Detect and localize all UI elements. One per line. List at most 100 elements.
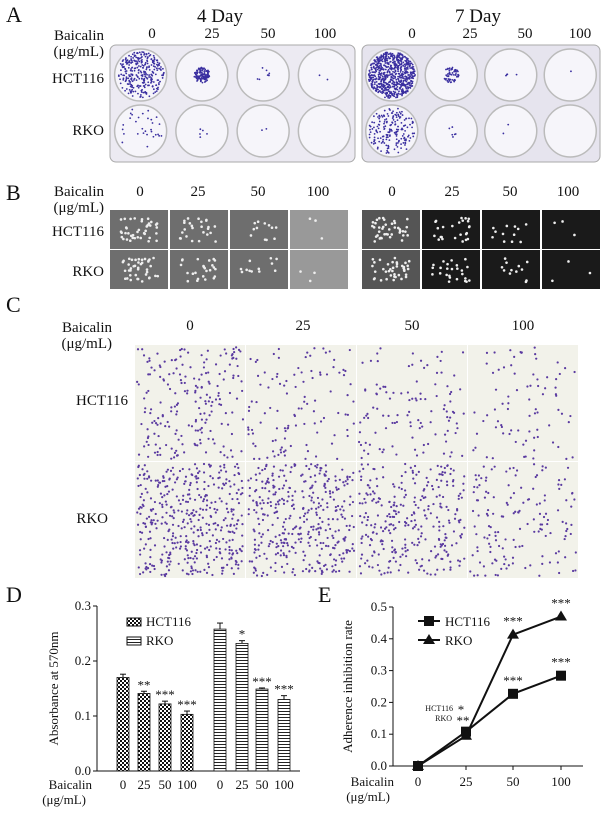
micrograph (362, 210, 420, 249)
point-hct116-100 (556, 670, 566, 681)
well (236, 48, 290, 102)
significance-mark: * (239, 627, 246, 642)
dose-label: 50 (518, 26, 533, 42)
point-rko-0 (412, 760, 424, 770)
y-tick-label: 0.3 (371, 663, 387, 678)
bar-rko-50 (255, 688, 269, 772)
y-tick-label: 0.0 (371, 758, 387, 773)
micrograph (422, 210, 480, 249)
dose-label: 25 (296, 318, 311, 334)
dose-label: 100 (557, 184, 580, 200)
bar-hct116-50 (158, 703, 172, 772)
row-label-rko-c: RKO (76, 511, 108, 527)
y-axis-title: Absorbance at 570nm (46, 631, 61, 745)
legend-marker (424, 616, 434, 626)
dose-label: 50 (503, 184, 518, 200)
x-unit-label: (μg/mL) (346, 789, 390, 804)
micrograph (542, 210, 600, 249)
micrograph (170, 210, 228, 249)
dose-label: 0 (388, 184, 396, 200)
treatment-label-b: Baicalin (54, 184, 104, 200)
well (484, 104, 538, 158)
row-label-hct116-c: HCT116 (76, 393, 128, 409)
annotation-hct116: HCT116 (425, 704, 453, 713)
significance-mark: *** (551, 596, 571, 611)
treatment-label-c: Baicalin (62, 320, 112, 336)
dose-label: 25 (463, 26, 478, 42)
colony-micrographs (110, 210, 600, 289)
legend-swatch (126, 636, 142, 646)
annotation-rko: RKO (435, 714, 452, 723)
bar-hct116-25 (137, 693, 151, 772)
significance-mark: ** (138, 677, 151, 692)
chart-e: 0.0 0.1 0.2 0.3 0.4 0.5 0 25 50 100 Baicalin(μg/mL… (340, 596, 583, 804)
culture-plate (361, 44, 601, 163)
well (543, 104, 597, 158)
dose-label: 100 (314, 26, 337, 42)
annotation-rko-sig: ** (457, 713, 470, 728)
x-tick-label: 50 (507, 774, 520, 789)
micrograph (482, 210, 540, 249)
micrograph (246, 345, 356, 461)
micrograph (135, 345, 245, 461)
legend-label: RKO (146, 633, 173, 648)
significance-mark: *** (252, 674, 272, 689)
title-4-day: 4 Day (197, 6, 243, 27)
bar-rko-25 (235, 643, 249, 772)
colony-plates (109, 44, 601, 163)
dose-label: 100 (307, 184, 330, 200)
x-tick-label: 50 (256, 777, 269, 792)
line-rko (417, 615, 562, 767)
row-label-hct116-a: HCT116 (52, 71, 104, 87)
dose-label: 0 (148, 26, 156, 42)
x-tick-label: 0 (120, 777, 127, 792)
point-rko-25 (460, 729, 472, 740)
y-tick-label: 0.1 (371, 726, 387, 741)
unit-label-b: (μg/mL) (53, 200, 104, 216)
panel-label-c: C (6, 292, 21, 317)
y-tick-label: 0.0 (75, 763, 91, 778)
x-treatment-label: Baicalin (351, 774, 395, 789)
y-tick-label: 0.2 (371, 694, 387, 709)
significance-mark: *** (503, 614, 523, 629)
significance-mark: *** (274, 682, 294, 697)
well (236, 104, 290, 158)
y-tick-label: 0.5 (371, 599, 387, 614)
micrograph (468, 462, 578, 578)
well (484, 48, 538, 102)
micrograph (290, 250, 348, 289)
unit-label-c: (μg/mL) (61, 336, 112, 352)
dose-label: 50 (405, 318, 420, 334)
bar-rko-100 (277, 699, 291, 772)
line-hct116 (417, 674, 562, 767)
x-tick-label: 0 (217, 777, 224, 792)
row-label-rko-b: RKO (72, 264, 104, 280)
dose-label: 100 (569, 26, 592, 42)
panel-label-a: A (6, 2, 22, 27)
legend-label: HCT116 (146, 614, 192, 629)
micrograph (230, 210, 288, 249)
point-rko-100 (555, 610, 567, 621)
point-rko-50 (507, 628, 519, 639)
x-tick-label: 25 (236, 777, 249, 792)
legend-label: RKO (445, 633, 472, 648)
adhesion-micrographs (135, 345, 578, 578)
significance-mark: *** (503, 673, 523, 688)
y-axis-title: Adherence inhibition rate (340, 620, 355, 753)
significance-mark: *** (177, 697, 197, 712)
x-tick-label: 25 (460, 774, 473, 789)
y-tick-label: 0.3 (75, 598, 91, 613)
x-tick-label: 50 (159, 777, 172, 792)
legend-marker (423, 634, 435, 644)
x-tick-label: 100 (551, 774, 571, 789)
culture-plate (109, 44, 356, 163)
x-treatment-label: Baicalin (49, 777, 93, 792)
dose-label: 50 (261, 26, 276, 42)
row-label-rko-a: RKO (72, 123, 104, 139)
y-tick-label: 0.1 (75, 708, 91, 723)
panel-label-d: D (6, 582, 22, 607)
dose-label: 100 (512, 318, 535, 334)
bar-hct116-0 (116, 677, 130, 772)
x-tick-label: 100 (274, 777, 294, 792)
dose-label: 25 (191, 184, 206, 200)
